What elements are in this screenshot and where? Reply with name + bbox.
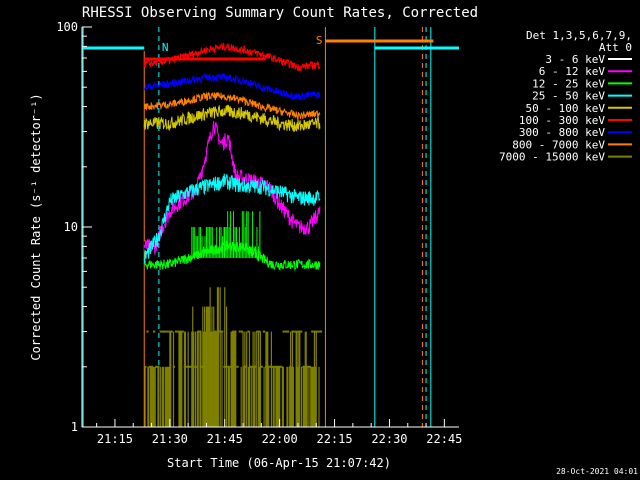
series-line-4 [143,104,321,133]
y-axis-label: Corrected Count Rate (s⁻¹ detector⁻¹) [29,93,43,360]
series-line-7 [143,91,321,120]
series-line-2 [143,240,321,272]
legend-entry-label: 3 - 6 keV [545,53,605,66]
x-tick-label: 21:15 [97,432,133,446]
series-line-5 [143,42,321,72]
legend-entry-label: 300 - 800 keV [519,126,605,139]
chart-title: RHESSI Observing Summary Count Rates, Co… [82,5,478,21]
legend-entry-label: 50 - 100 keV [526,102,606,115]
plot-area: NS [82,27,459,427]
x-tick-label: 21:45 [207,432,243,446]
legend-header-detectors: Det 1,3,5,6,7,9, [526,29,632,42]
legend-header-attenuator: Att 0 [599,41,632,54]
flag-label-s: S [316,34,323,47]
axes: 1 10 100 21:15 21:30 21:45 22:00 22:15 22:30 22:4… [56,20,462,446]
legend-entry-label: 7000 - 15000 keV [499,151,605,164]
legend-entry-label: 6 - 12 keV [539,65,606,78]
y-tick-label: 100 [56,20,78,34]
y-tick-label: 1 [71,420,78,434]
series-line-6 [143,73,321,101]
x-tick-label: 22:15 [316,432,352,446]
series-line-3 [143,173,321,263]
legend-entry-label: 12 - 25 keV [532,77,605,90]
y-tick-label: 10 [64,220,78,234]
x-tick-label: 22:30 [371,432,407,446]
legend-entry-label: 100 - 300 keV [519,114,605,127]
legend-entry-label: 25 - 50 keV [532,90,605,103]
timestamp: 28-Oct-2021 04:01 [556,467,638,476]
series-line-1 [143,121,321,255]
x-axis-label: Start Time (06-Apr-15 21:07:42) [167,456,391,470]
flag-label-n: N [162,41,169,54]
x-tick-label: 21:30 [152,432,188,446]
legend-entry-label: 800 - 7000 keV [512,138,605,151]
x-tick-label: 22:00 [262,432,298,446]
x-tick-label: 22:45 [426,432,462,446]
